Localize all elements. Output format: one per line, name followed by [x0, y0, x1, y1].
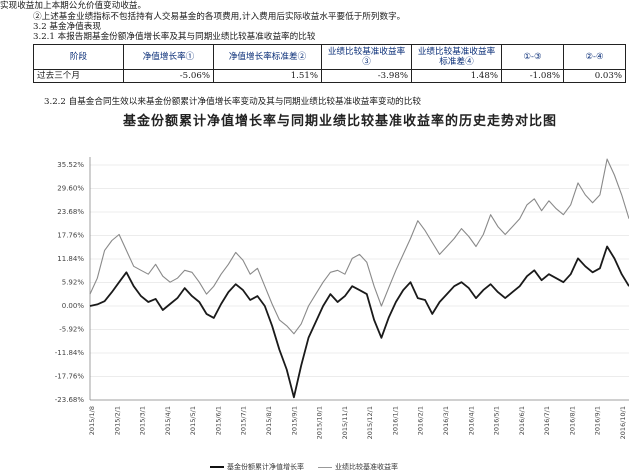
chart-series	[90, 159, 629, 397]
x-tick-label: 2015/7/1	[240, 406, 248, 435]
x-tick-label: 2015/1/8	[88, 406, 96, 435]
y-tick-label: 17.76%	[57, 232, 84, 240]
y-tick-label: 23.68%	[57, 208, 84, 216]
chart-grid	[90, 157, 629, 400]
table-header: 净值增长率标准差②	[214, 45, 322, 70]
x-tick-label: 2016/3/1	[442, 406, 450, 435]
table-header: 业绩比较基准收益率标准差④	[412, 45, 502, 70]
legend-swatch-fund	[210, 466, 224, 468]
table-cell: 1.48%	[412, 70, 502, 83]
section-heading-3-2: 3.2 基金净值表现	[33, 22, 101, 32]
text-line-2: ②上述基金业绩指标不包括持有人交易基金的各项费用,计入费用后实际收益水平要低于所…	[33, 12, 405, 22]
x-tick-label: 2015/10/1	[316, 406, 324, 439]
table-cell: 0.03%	[564, 70, 626, 83]
x-axis-ticks: 2015/1/8 2015/2/1 2015/3/1 2015/4/1 2015/5/1…	[88, 406, 627, 439]
y-tick-label: 29.60%	[57, 185, 84, 193]
x-tick-label: 2016/1/1	[391, 406, 399, 435]
x-tick-label: 2015/9/1	[290, 406, 298, 435]
x-tick-label: 2016/4/1	[467, 406, 475, 435]
table-cell: -3.98%	[322, 70, 412, 83]
table-cell: 过去三个月	[34, 70, 124, 83]
x-tick-label: 2016/2/1	[417, 406, 425, 435]
series-line	[90, 159, 629, 334]
section-heading-3-2-2: 3.2.2 自基金合同生效以来基金份额累计净值增长率变动及其与同期业绩比较基准收…	[44, 97, 421, 107]
table-header: ①-③	[502, 45, 564, 70]
section-heading-3-2-1: 3.2.1 本报告期基金份额净值增长率及其与同期业绩比较基准收益率的比较	[33, 32, 315, 42]
x-tick-label: 2015/4/1	[164, 406, 172, 435]
table-row: 过去三个月 -5.06% 1.51% -3.98% 1.48% -1.08% 0…	[34, 70, 626, 83]
x-tick-label: 2015/5/1	[189, 406, 197, 435]
table-cell: -1.08%	[502, 70, 564, 83]
x-tick-label: 2016/9/1	[594, 406, 602, 435]
legend-swatch-benchmark	[318, 467, 332, 468]
y-tick-label: 11.84%	[57, 255, 84, 263]
y-tick-label: -11.84%	[55, 349, 85, 357]
y-tick-label: -23.68%	[55, 396, 85, 404]
table-header: 净值增长率①	[124, 45, 214, 70]
chart-legend: 基金份额累计净值增长率 业绩比较基准收益率	[210, 462, 398, 472]
x-tick-label: 2015/2/1	[113, 406, 121, 435]
table-cell: 1.51%	[214, 70, 322, 83]
x-tick-label: 2016/6/1	[518, 406, 526, 435]
x-tick-label: 2015/6/1	[214, 406, 222, 435]
y-tick-label: 35.52%	[57, 161, 84, 169]
y-tick-label: 5.92%	[62, 279, 85, 287]
x-tick-label: 2016/8/1	[568, 406, 576, 435]
text-line-1: 实现收益加上本期公允价值变动收益。	[0, 1, 146, 11]
y-tick-label: 0.00%	[62, 302, 85, 310]
performance-table: 阶段 净值增长率① 净值增长率标准差② 业绩比较基准收益率③ 业绩比较基准收益率…	[33, 44, 626, 83]
x-tick-label: 2015/3/1	[139, 406, 147, 435]
x-tick-label: 2016/7/1	[543, 406, 551, 435]
table-header: 阶段	[34, 45, 124, 70]
legend-label-benchmark: 业绩比较基准收益率	[335, 463, 398, 471]
y-tick-label: -5.92%	[59, 326, 84, 334]
series-line	[90, 247, 629, 398]
x-tick-label: 2016/10/1	[619, 406, 627, 439]
y-tick-label: -17.76%	[55, 373, 85, 381]
table-header: ②-④	[564, 45, 626, 70]
x-tick-label: 2015/8/1	[265, 406, 273, 435]
legend-label-fund: 基金份额累计净值增长率	[227, 463, 304, 471]
table-cell: -5.06%	[124, 70, 214, 83]
history-chart: 35.52% 29.60% 23.68% 17.76% 11.84% 5.92% 0.00%…	[0, 125, 629, 465]
x-tick-label: 2015/12/1	[366, 406, 374, 439]
table-header-row: 阶段 净值增长率① 净值增长率标准差② 业绩比较基准收益率③ 业绩比较基准收益率…	[34, 45, 626, 70]
table-header: 业绩比较基准收益率③	[322, 45, 412, 70]
x-tick-label: 2016/5/1	[493, 406, 501, 435]
x-tick-label: 2015/11/1	[341, 406, 349, 439]
y-axis-ticks: 35.52% 29.60% 23.68% 17.76% 11.84% 5.92% 0.00%…	[55, 161, 85, 404]
